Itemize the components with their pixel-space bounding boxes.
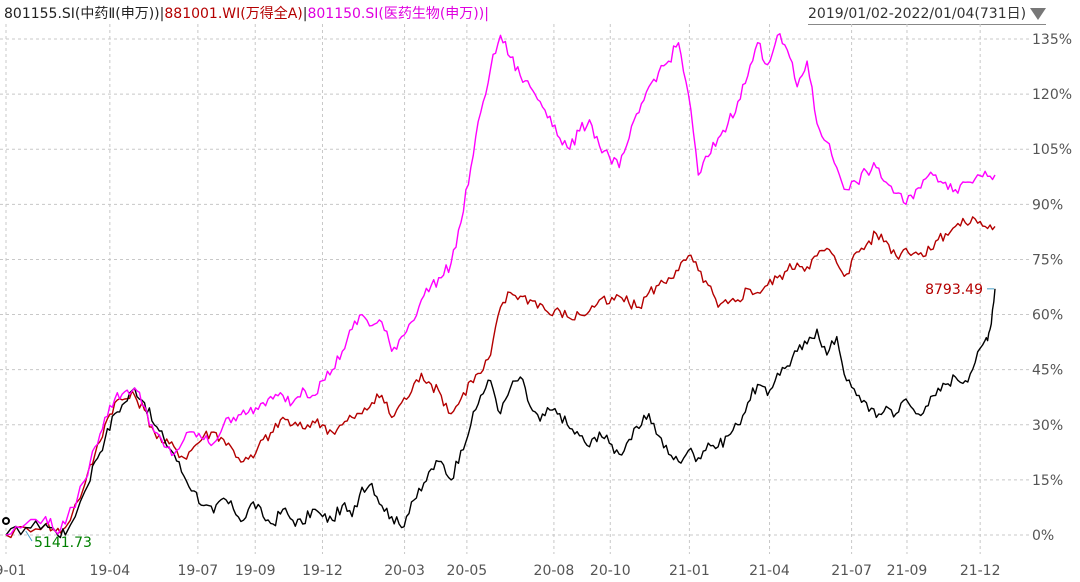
y-tick-label: 30%	[1032, 418, 1063, 434]
legend-series-3[interactable]: 801150.SI(医药生物(申万))	[307, 6, 485, 22]
y-tick-label: 60%	[1032, 308, 1063, 324]
origin-marker-icon	[2, 516, 10, 525]
x-tick-label: 19-12	[302, 563, 343, 579]
x-tick-label: 21-09	[887, 563, 928, 579]
start-value-label: 5141.73	[34, 535, 92, 551]
legend-separator: |	[159, 6, 165, 22]
y-tick-label: 0%	[1032, 528, 1054, 544]
y-tick-label: 45%	[1032, 363, 1063, 379]
x-axis-ticks: 19-01 19-04 19-07 19-09 19-12 20-03 20-05 20-08…	[0, 563, 1001, 579]
x-tick-label: 20-10	[590, 563, 631, 579]
date-range-label: 2019/01/02-2022/01/04(731日)	[808, 6, 1027, 22]
value-annotations: 5141.73 8793.49	[2, 282, 994, 551]
legend-separator: |	[302, 6, 308, 22]
x-tick-label: 21-12	[960, 563, 1001, 579]
end-value-label: 8793.49	[925, 282, 983, 298]
dropdown-triangle-icon[interactable]	[1030, 8, 1047, 20]
date-range-selector[interactable]: 2019/01/02-2022/01/04(731日)	[808, 4, 1047, 25]
y-tick-label: 75%	[1032, 252, 1063, 268]
x-tick-label: 21-01	[669, 563, 710, 579]
x-tick-label: 20-03	[384, 563, 425, 579]
x-tick-label: 21-07	[831, 563, 872, 579]
legend-series-1[interactable]: 801155.SI(中药Ⅱ(申万))	[4, 6, 160, 22]
x-tick-label: 19-01	[0, 563, 26, 579]
y-tick-label: 105%	[1032, 142, 1072, 158]
x-tick-label: 20-08	[534, 563, 575, 579]
y-tick-label: 90%	[1032, 197, 1063, 213]
x-tick-label: 20-05	[447, 563, 488, 579]
y-tick-label: 120%	[1032, 87, 1072, 103]
x-tick-label: 19-09	[235, 563, 276, 579]
x-tick-label: 19-07	[178, 563, 219, 579]
series-line	[5, 33, 996, 536]
series-lines	[5, 33, 996, 539]
y-axis-ticks: 0% 15% 30% 45% 60% 75% 90% 105% 120% 135%	[1032, 32, 1072, 544]
start-value-leader	[25, 530, 33, 542]
chart-legend: 801155.SI(中药Ⅱ(申万)) | 881001.WI(万得全A) | 8…	[4, 3, 489, 25]
series-line	[5, 216, 996, 539]
legend-series-2[interactable]: 881001.WI(万得全A)	[164, 6, 303, 22]
x-tick-label: 21-04	[749, 563, 790, 579]
y-tick-label: 15%	[1032, 473, 1063, 489]
x-tick-label: 19-04	[90, 563, 131, 579]
y-tick-label: 135%	[1032, 32, 1072, 48]
series-line	[5, 288, 996, 539]
grid-lines	[0, 24, 1030, 554]
legend-separator: |	[484, 6, 489, 22]
